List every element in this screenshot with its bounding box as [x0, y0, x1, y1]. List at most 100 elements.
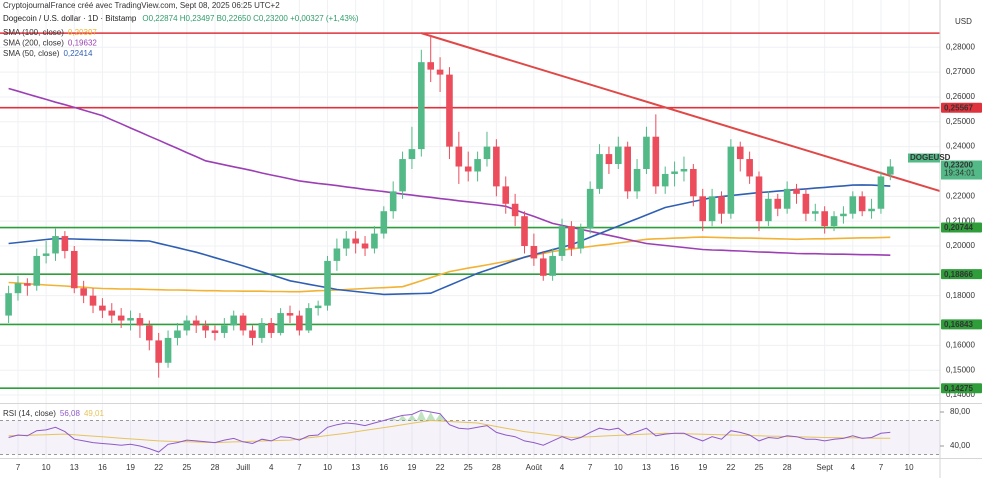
candle-body — [249, 330, 256, 338]
rsi-legend-part: RSI (14, close) — [3, 409, 56, 418]
candle-body — [464, 166, 472, 172]
candle-body — [333, 248, 341, 261]
x-tick-label: 4 — [269, 463, 274, 472]
candle-body — [146, 325, 153, 341]
candle-body — [183, 320, 191, 331]
candle-body — [61, 236, 69, 251]
legend-entry: SMA (200, close) 0,19632 — [3, 39, 97, 48]
candle-body — [127, 318, 134, 321]
candle-body — [436, 69, 444, 75]
candle-body — [305, 308, 313, 331]
candle-body — [746, 159, 753, 177]
legend-name: SMA (100, close) — [3, 28, 64, 37]
x-tick-label: Août — [526, 463, 543, 472]
candle-body — [633, 168, 641, 192]
y-tick-label: 0,24000 — [946, 142, 975, 151]
candle-body — [821, 211, 828, 227]
candle-body — [361, 243, 369, 249]
countdown-label: 19:34:01 — [944, 169, 976, 178]
x-tick-label: 25 — [464, 463, 473, 472]
rsi-tick-label: 40,00 — [950, 441, 971, 450]
candle-body — [774, 198, 782, 209]
candle-body — [155, 340, 162, 363]
x-tick-label: 13 — [351, 463, 360, 472]
candle-body — [736, 146, 744, 160]
legend-value: 0,20397 — [68, 28, 97, 37]
candle-body — [840, 213, 847, 217]
x-tick-label: 22 — [436, 463, 445, 472]
x-tick-label: 7 — [16, 463, 21, 472]
level-label: 0,20744 — [944, 223, 973, 232]
x-tick-label: Juill — [236, 463, 250, 472]
x-tick-label: 7 — [297, 463, 302, 472]
level-label: 0,14275 — [944, 384, 973, 393]
candle-body — [680, 168, 688, 172]
candle-body — [14, 283, 22, 294]
candle-body — [502, 186, 510, 204]
x-tick-label: 28 — [492, 463, 501, 472]
x-tick-label: 10 — [614, 463, 623, 472]
x-tick-label: 13 — [70, 463, 79, 472]
candle-body — [427, 62, 434, 70]
candle-body — [793, 188, 800, 194]
y-tick-label: 0,28000 — [946, 42, 975, 51]
x-tick-label: Sept — [816, 463, 833, 472]
candle-body — [99, 305, 106, 311]
x-tick-label: 28 — [211, 463, 220, 472]
x-tick-label: 4 — [851, 463, 856, 472]
candle-body — [70, 250, 78, 289]
legend-name: SMA (50, close) — [3, 49, 60, 58]
x-tick-label: 7 — [588, 463, 593, 472]
rsi-legend: RSI (14, close) 56,08 49,01 — [3, 409, 105, 418]
level-badge — [941, 222, 982, 233]
candle-body — [643, 136, 650, 169]
candle-body — [708, 196, 716, 222]
legend-name: SMA (200, close) — [3, 39, 64, 48]
candle-body — [699, 196, 707, 222]
candle-body — [755, 176, 763, 222]
rsi-line — [8, 409, 891, 453]
x-tick-label: 16 — [670, 463, 679, 472]
candle-body — [521, 216, 528, 247]
symbol-badge — [908, 153, 940, 163]
candle-body — [493, 146, 500, 187]
y-tick-label: 0,16000 — [946, 340, 975, 349]
candle-body — [511, 203, 519, 217]
candle-body — [221, 325, 228, 333]
candle-body — [765, 198, 772, 222]
candle-body — [690, 168, 697, 197]
level-badge — [941, 383, 982, 394]
rsi-ma-line — [8, 419, 891, 444]
legend-entry: SMA (100, close) 0,20397 — [3, 28, 97, 37]
candle-body — [811, 211, 819, 214]
candle-body — [117, 315, 125, 321]
candle-body — [615, 146, 622, 165]
candle-body — [558, 226, 566, 256]
candle-body — [577, 228, 585, 249]
legend-value: 0,22414 — [63, 49, 92, 58]
trend-line — [421, 32, 941, 193]
legend-entry: SMA (50, close) 0,22414 — [3, 49, 93, 58]
y-tick-label: 0,20000 — [946, 241, 975, 250]
level-badge — [941, 269, 982, 280]
candle-body — [277, 313, 284, 333]
candle-body — [267, 323, 275, 333]
rsi-legend-part: 56,08 — [60, 409, 81, 418]
credit: CryptojournalFrance créé avec TradingVie… — [3, 1, 280, 10]
candle-body — [877, 176, 885, 209]
candle-body — [483, 146, 491, 160]
candle-body — [661, 173, 669, 187]
candle-body — [24, 283, 31, 286]
candle-body — [286, 313, 294, 316]
rsi-band-fill — [0, 420, 940, 455]
candle-body — [418, 62, 425, 150]
candle-body — [455, 146, 463, 167]
symbol: Dogecoin / U.S. dollar · 1D · Bitstamp — [3, 14, 137, 23]
y-axis-label: USD — [955, 17, 972, 26]
candle-body — [380, 211, 388, 234]
candle-body — [389, 191, 397, 212]
candle-body — [727, 146, 735, 214]
candle-body — [324, 260, 331, 306]
